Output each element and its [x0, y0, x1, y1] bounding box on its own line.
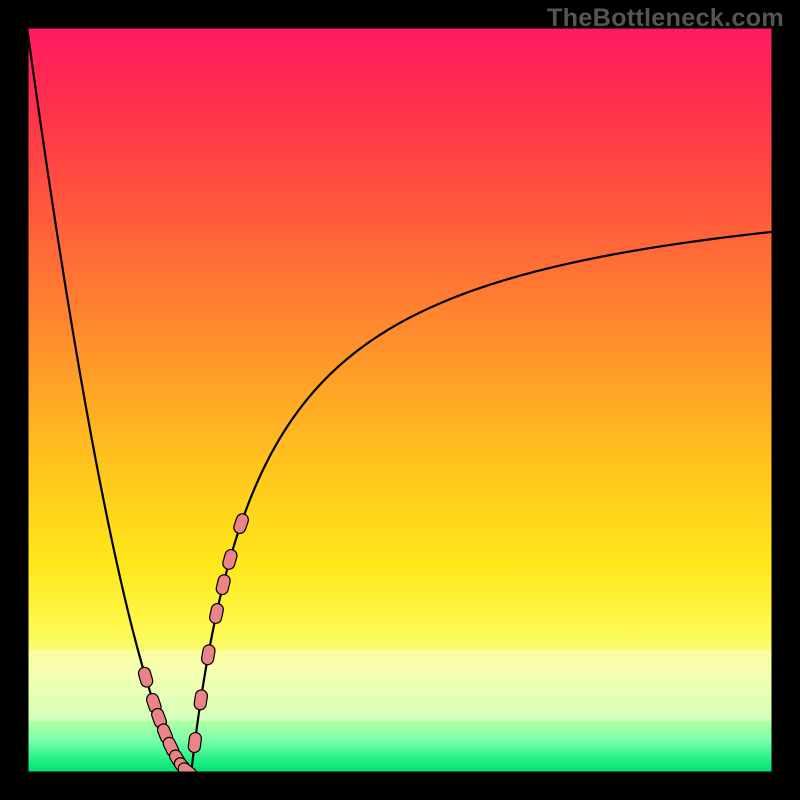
plot-area [27, 27, 773, 782]
chart-stage: TheBottleneck.com [0, 0, 800, 800]
pale-yellow-band-overlay [27, 650, 773, 721]
curve-marker [188, 732, 202, 753]
watermark-text: TheBottleneck.com [547, 4, 784, 33]
bottleneck-v-curve-chart [0, 0, 800, 800]
